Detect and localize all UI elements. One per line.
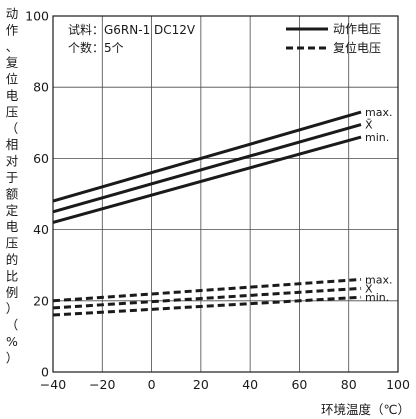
series-end-label: X̄ — [365, 119, 373, 132]
y-axis-label-char: 复 — [6, 55, 19, 70]
series-line — [52, 135, 362, 224]
x-tick-label: 100 — [386, 377, 410, 392]
series-labels: max.X̄min.max.X̄min. — [365, 106, 392, 304]
y-tick-label: 20 — [33, 293, 49, 308]
y-axis-label-char: 位 — [6, 72, 19, 87]
plot-border — [52, 15, 399, 373]
x-tick-label: 80 — [341, 377, 357, 392]
y-axis-label-char: 比 — [6, 268, 19, 283]
y-axis-label-char: 电 — [6, 219, 19, 234]
y-axis-label-char: 例 — [6, 285, 19, 300]
y-axis-label-char: ） — [6, 301, 19, 316]
y-tick-label: 100 — [25, 9, 49, 24]
y-axis-label-char: 压 — [6, 236, 19, 251]
x-tick-label: −20 — [89, 377, 115, 392]
series-line — [52, 286, 362, 310]
y-tick-label: 40 — [33, 222, 49, 237]
y-axis-label-char: 压 — [6, 104, 19, 119]
series-line — [52, 123, 362, 214]
y-tick-label: 60 — [33, 151, 49, 166]
series-end-label: min. — [365, 291, 389, 304]
series-end-label: max. — [365, 273, 392, 286]
y-axis-label-char: 动 — [6, 6, 19, 21]
y-axis-label-char: 额 — [6, 186, 19, 201]
y-axis-label-char: % — [6, 334, 18, 349]
y-axis-label-char: 作 — [6, 22, 19, 37]
y-axis-label-char: 的 — [6, 252, 19, 267]
series-end-label: min. — [365, 131, 389, 144]
series-layer — [52, 110, 362, 317]
x-axis-label: 环境温度（℃） — [321, 402, 410, 417]
legend-label-dropout: 复位电压 — [333, 40, 381, 55]
series-line — [52, 295, 362, 317]
y-tick-label: 80 — [33, 80, 49, 95]
y-axis-label-char: 于 — [6, 170, 19, 185]
x-ticks: −40 −20 0 20 40 60 80 100 — [40, 377, 410, 392]
x-tick-label: −40 — [40, 377, 66, 392]
legend-label-pickup: 动作电压 — [333, 22, 381, 36]
y-axis-label-char: 电 — [6, 88, 19, 103]
y-axis-label-char: 、 — [6, 39, 19, 54]
series-end-label: max. — [365, 106, 392, 119]
y-axis-label-char: ） — [6, 350, 19, 365]
x-tick-label: 0 — [148, 377, 156, 392]
plot-frame — [52, 15, 399, 373]
series-line — [52, 277, 362, 303]
y-ticks: 0 20 40 60 80 100 — [25, 9, 49, 380]
y-axis-label-char: 定 — [6, 203, 19, 218]
y-axis-label-char: （ — [6, 318, 19, 333]
y-axis-label-char: 对 — [6, 154, 19, 169]
x-tick-label: 20 — [193, 377, 209, 392]
x-tick-label: 60 — [291, 377, 307, 392]
note-count: 个数：5个 — [68, 40, 124, 55]
note-sample: 试料：G6RN-1 DC12V — [68, 22, 196, 37]
y-tick-label: 0 — [41, 365, 49, 380]
x-tick-label: 40 — [242, 377, 258, 392]
y-axis-label-char: （ — [6, 121, 19, 136]
series-end-label: X̄ — [365, 282, 373, 295]
series-line — [52, 110, 362, 203]
y-axis-label-char: 相 — [6, 137, 19, 152]
legend: 动作电压 复位电压 — [286, 22, 381, 55]
